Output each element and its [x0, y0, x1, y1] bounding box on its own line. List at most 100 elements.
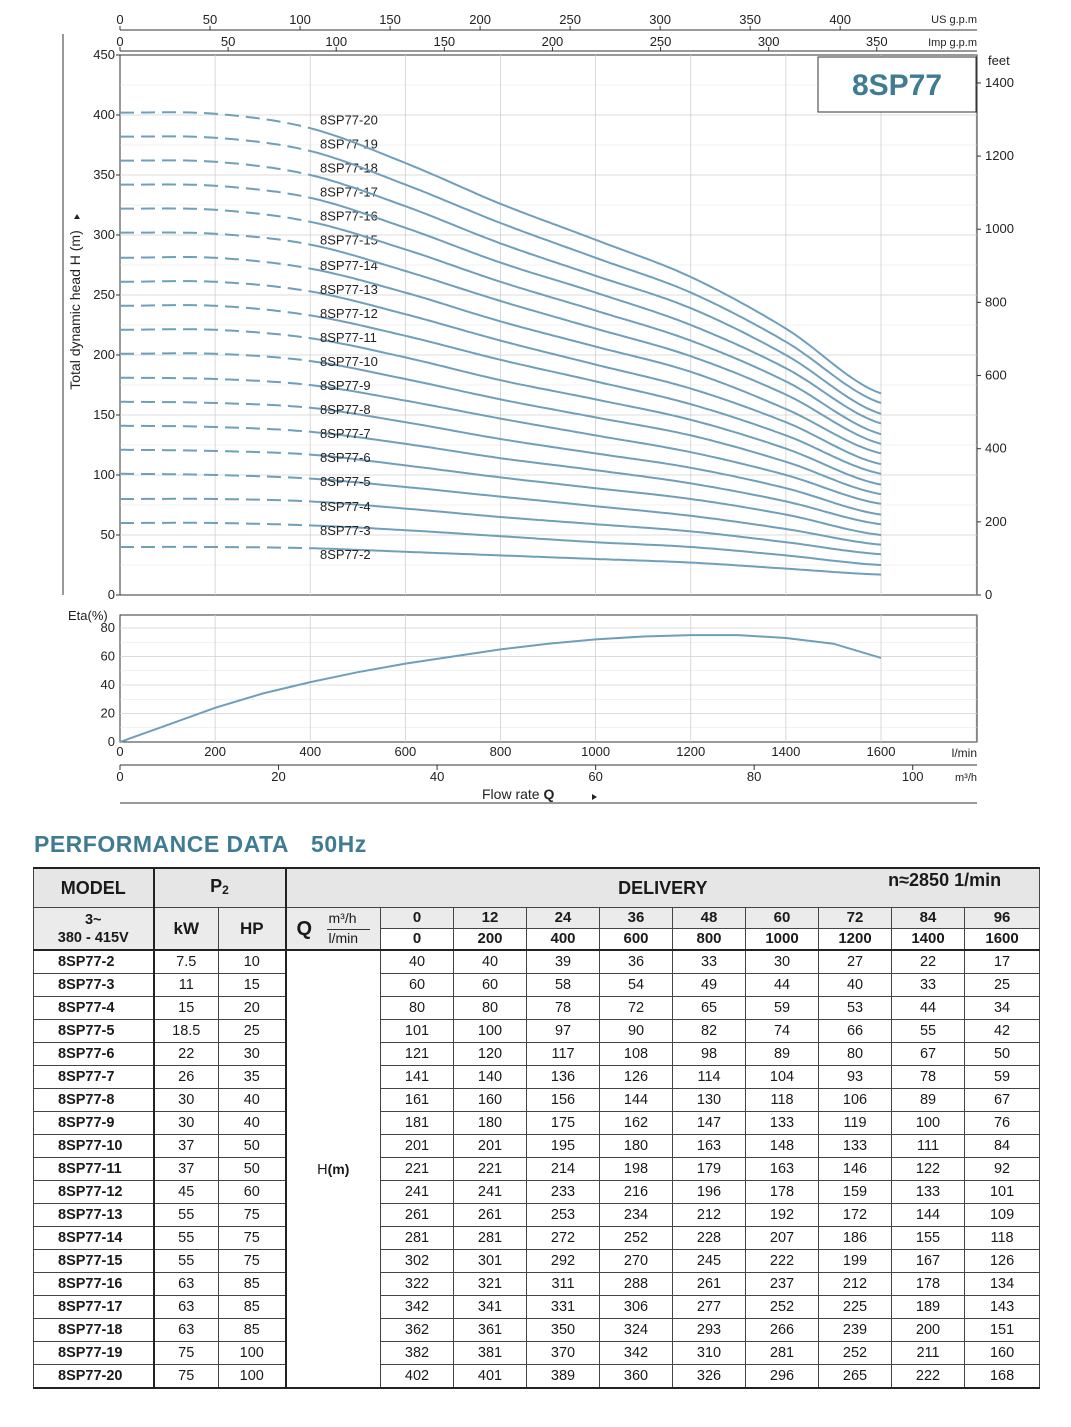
- curve-label: 8SP77-8: [320, 402, 371, 417]
- model-cell: 8SP77-13: [33, 1203, 155, 1227]
- head-value-cell: 241: [453, 1180, 528, 1204]
- head-value-cell: 293: [672, 1318, 747, 1342]
- chart-title: 8SP77: [852, 69, 942, 102]
- head-value-cell: 261: [672, 1272, 747, 1296]
- hp-cell: 50: [217, 1134, 287, 1158]
- m3h-unit: m³/h: [955, 772, 977, 784]
- head-value-cell: 214: [526, 1157, 601, 1181]
- head-curve-dashed-8SP77-10: [120, 352, 311, 362]
- lmin-tick-label: 400: [299, 744, 321, 759]
- lmin-tick-label: 200: [204, 744, 226, 759]
- q-unit-m3h: m³/h: [328, 910, 357, 926]
- head-value-cell: 389: [526, 1364, 601, 1389]
- head-value-cell: 49: [672, 973, 747, 997]
- head-value-cell: 252: [818, 1341, 893, 1365]
- head-value-cell: 281: [453, 1226, 528, 1250]
- head-curve-dashed-8SP77-2: [120, 545, 311, 550]
- flow-lmin-header: 1600: [964, 928, 1041, 951]
- eta-y-tick-label: 20: [101, 706, 115, 721]
- head-y-tick-label: 250: [93, 287, 115, 302]
- p2-header: P2: [152, 867, 287, 908]
- model-cell: 8SP77-20: [33, 1364, 155, 1389]
- feet-tick-label: 200: [985, 514, 1007, 529]
- flow-lmin-header: 200: [453, 928, 528, 951]
- kw-header: kW: [153, 907, 219, 951]
- head-value-cell: 22: [891, 949, 966, 974]
- imp-gpm-tick-label: 250: [650, 34, 672, 49]
- head-curve-dashed-8SP77-12: [120, 304, 311, 317]
- curve-label: 8SP77-6: [320, 450, 371, 465]
- us-gpm-tick-label: 200: [469, 12, 491, 27]
- model-cell: 8SP77-16: [33, 1272, 155, 1296]
- head-value-cell: 40: [453, 949, 528, 974]
- feet-tick-label: 1400: [985, 75, 1014, 90]
- head-curve-8SP77-13: [310, 290, 882, 466]
- head-value-cell: 178: [745, 1180, 820, 1204]
- head-value-cell: 27: [818, 949, 893, 974]
- head-value-cell: 78: [526, 996, 601, 1020]
- feet-tick-label: 1000: [985, 221, 1014, 236]
- head-value-cell: 168: [964, 1364, 1041, 1389]
- head-value-cell: 266: [745, 1318, 820, 1342]
- us-gpm-tick-label: 0: [116, 12, 123, 27]
- model-cell: 8SP77-7: [33, 1065, 155, 1089]
- head-value-cell: 175: [526, 1111, 601, 1135]
- head-curve-dashed-8SP77-6: [120, 448, 311, 456]
- feet-tick-label: 400: [985, 441, 1007, 456]
- head-value-cell: 100: [891, 1111, 966, 1135]
- hp-cell: 15: [217, 973, 287, 997]
- head-value-cell: 117: [526, 1042, 601, 1066]
- table-row: 8SP77-14 55 75 281 281 272 252 228 207 186 155 118: [33, 1226, 1041, 1250]
- head-value-cell: 34: [964, 996, 1041, 1020]
- delivery-header: DELIVERY n≈2850 1/min: [285, 867, 1041, 908]
- head-value-cell: 342: [380, 1295, 455, 1319]
- head-value-cell: 233: [526, 1180, 601, 1204]
- hp-header: HP: [217, 907, 287, 951]
- model-cell: 8SP77-15: [33, 1249, 155, 1273]
- head-value-cell: 121: [380, 1042, 455, 1066]
- head-value-cell: 118: [745, 1088, 820, 1112]
- model-cell: 8SP77-5: [33, 1019, 155, 1043]
- imp-gpm-tick-label: 150: [433, 34, 455, 49]
- flow-m3h-header: 24: [526, 907, 601, 929]
- head-value-cell: 192: [745, 1203, 820, 1227]
- head-value-cell: 201: [453, 1134, 528, 1158]
- head-value-cell: 221: [453, 1157, 528, 1181]
- imp-gpm-tick-label: 100: [325, 34, 347, 49]
- curve-label: 8SP77-10: [320, 354, 378, 369]
- head-value-cell: 178: [891, 1272, 966, 1296]
- hp-cell: 20: [217, 996, 287, 1020]
- head-curve-8SP77-4: [310, 500, 882, 556]
- hp-cell: 30: [217, 1042, 287, 1066]
- head-curve-dashed-8SP77-17: [120, 183, 311, 199]
- table-row: 8SP77-17 63 85 342 341 331 306 277 252 225 189 143: [33, 1295, 1041, 1319]
- head-value-cell: 252: [745, 1295, 820, 1319]
- curve-label: 8SP77-11: [320, 330, 377, 345]
- head-value-cell: 167: [891, 1249, 966, 1273]
- model-cell: 8SP77-6: [33, 1042, 155, 1066]
- chart-title-box: [817, 56, 977, 113]
- head-curve-dashed-8SP77-16: [120, 207, 311, 223]
- m3h-tick-label: 20: [271, 769, 285, 784]
- q-unit-lmin: l/min: [328, 930, 359, 946]
- head-curve-dashed-8SP77-7: [120, 424, 311, 433]
- us-gpm-unit: US g.p.m: [931, 14, 977, 26]
- head-arrow-icon: [74, 214, 80, 219]
- head-value-cell: 136: [526, 1065, 601, 1089]
- head-value-cell: 59: [964, 1065, 1041, 1089]
- head-value-cell: 186: [818, 1226, 893, 1250]
- curve-label: 8SP77-14: [320, 258, 378, 273]
- head-value-cell: 222: [891, 1364, 966, 1389]
- flow-lmin-header: 1000: [745, 928, 820, 951]
- head-value-cell: 198: [599, 1157, 674, 1181]
- flow-m3h-header: 48: [672, 907, 747, 929]
- head-value-cell: 80: [818, 1042, 893, 1066]
- head-value-cell: 362: [380, 1318, 455, 1342]
- hp-cell: 75: [217, 1249, 287, 1273]
- head-value-cell: 133: [891, 1180, 966, 1204]
- head-value-cell: 160: [964, 1341, 1041, 1365]
- curve-label: 8SP77-9: [320, 378, 371, 393]
- imp-gpm-tick-label: 350: [866, 34, 888, 49]
- head-value-cell: 252: [599, 1226, 674, 1250]
- head-value-cell: 321: [453, 1272, 528, 1296]
